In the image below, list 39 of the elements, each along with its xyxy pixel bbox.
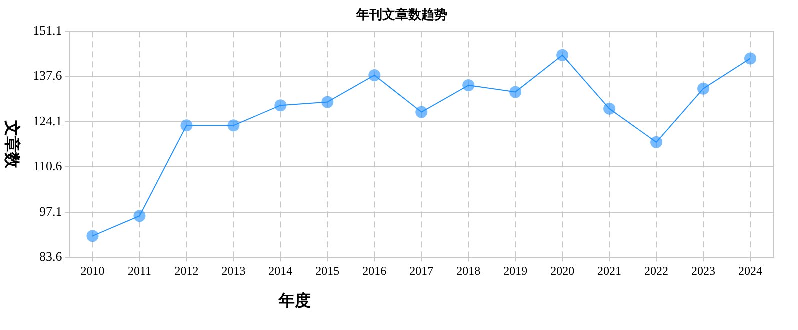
- point: [744, 52, 757, 65]
- x-tick-label: 2015: [316, 264, 340, 278]
- y-tick-label: 137.6: [33, 68, 63, 84]
- x-tick-label: 2023: [692, 264, 716, 278]
- x-tick-label: 2021: [598, 264, 622, 278]
- x-tick-label: 2020: [550, 264, 575, 278]
- x-tick-label: 2019: [504, 264, 528, 278]
- x-tick-label: 2014: [268, 264, 293, 278]
- point: [698, 82, 710, 95]
- point: [228, 120, 240, 132]
- point: [604, 102, 616, 115]
- x-tick-label: 2011: [128, 264, 152, 278]
- x-tick-label: 2016: [362, 264, 387, 278]
- x-tick-label: 2010: [80, 264, 105, 278]
- point: [180, 120, 193, 132]
- x-tick-label: 2012: [174, 264, 199, 278]
- y-tick-label: 151.1: [33, 23, 62, 38]
- point: [134, 210, 146, 222]
- y-tick-label: 124.1: [33, 113, 62, 128]
- point: [322, 96, 334, 108]
- chart-title: 年刊文章数趋势: [356, 7, 448, 22]
- y-tick-label: 97.1: [40, 204, 62, 219]
- point: [510, 86, 522, 98]
- point: [650, 136, 663, 148]
- y-axis-title: 文章数: [2, 120, 21, 170]
- x-tick-label: 2018: [456, 264, 481, 278]
- x-tick-label: 2013: [222, 264, 246, 278]
- point: [274, 100, 287, 112]
- point: [462, 80, 475, 92]
- x-tick-label: 2017: [410, 264, 434, 278]
- x-tick-label: 2024: [738, 264, 763, 278]
- y-tick-label: 83.6: [40, 249, 63, 264]
- x-tick-label: 2022: [644, 264, 669, 278]
- point: [86, 230, 99, 242]
- y-tick-label: 110.6: [33, 158, 63, 174]
- point: [556, 49, 569, 62]
- point: [416, 106, 428, 118]
- x-axis-title: 年度: [278, 291, 311, 310]
- point: [368, 69, 381, 82]
